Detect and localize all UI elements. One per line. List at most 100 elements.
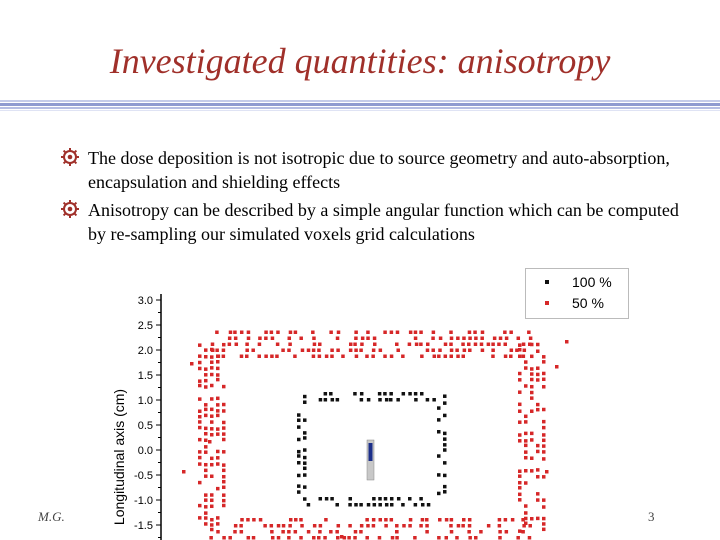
data-point-50pct [222, 402, 226, 407]
data-point-50pct [366, 330, 370, 334]
data-point-100pct [396, 497, 401, 501]
data-point-50pct [204, 474, 208, 478]
slide-number: 3 [648, 509, 655, 524]
data-point-50pct [210, 342, 215, 346]
data-point-50pct [420, 354, 424, 358]
data-point-50pct [360, 336, 365, 340]
data-point-50pct [462, 348, 467, 352]
data-point-50pct [378, 518, 383, 522]
data-point-50pct [204, 438, 208, 442]
data-point-50pct [257, 354, 261, 358]
data-point-50pct [503, 518, 508, 522]
data-point-50pct [210, 366, 214, 370]
gear-bullet-icon [61, 200, 79, 218]
y-tick-label: 2.5 [138, 320, 153, 332]
data-point-50pct [480, 348, 485, 352]
data-point-50pct [222, 437, 226, 442]
data-point-50pct [281, 348, 285, 352]
data-point-50pct [530, 396, 534, 400]
data-point-50pct [384, 518, 388, 522]
data-point-50pct [182, 470, 186, 474]
data-point-50pct [198, 450, 202, 454]
data-point-50pct [449, 330, 453, 334]
data-point-50pct [342, 536, 347, 540]
data-point-50pct [216, 516, 220, 520]
data-point-50pct [221, 354, 226, 358]
data-point-100pct [389, 497, 394, 501]
data-point-50pct [371, 518, 376, 522]
data-point-50pct [518, 354, 522, 359]
data-point-50pct [467, 524, 472, 528]
data-point-50pct [518, 486, 522, 490]
data-point-50pct [455, 348, 459, 352]
data-point-50pct [281, 530, 285, 534]
y-tick-label: 1.5 [138, 370, 153, 382]
data-point-50pct [498, 530, 502, 534]
data-point-50pct [198, 437, 202, 442]
data-point-50pct [216, 377, 220, 382]
data-point-50pct [222, 503, 226, 508]
data-point-50pct [419, 330, 423, 334]
data-point-50pct [530, 469, 534, 473]
data-point-50pct [329, 530, 333, 534]
data-point-50pct [240, 518, 244, 522]
data-point-50pct [210, 493, 214, 497]
data-point-50pct [462, 336, 466, 340]
data-point-50pct [222, 536, 226, 540]
data-point-100pct [297, 490, 301, 494]
data-point-50pct [522, 524, 526, 528]
data-point-50pct [227, 336, 232, 340]
data-point-50pct [275, 342, 280, 346]
data-point-50pct [198, 366, 202, 371]
bullet-list: The dose deposition is not isotropic due… [60, 146, 680, 250]
data-point-50pct [467, 330, 472, 334]
data-point-50pct [258, 518, 263, 522]
data-point-50pct [288, 518, 293, 522]
data-point-50pct [437, 354, 441, 358]
data-point-50pct [222, 409, 226, 413]
data-point-50pct [294, 518, 298, 522]
data-point-50pct [227, 342, 232, 346]
data-point-50pct [542, 360, 546, 364]
data-point-50pct [530, 372, 534, 376]
data-point-50pct [208, 440, 212, 444]
legend-marker-red [545, 301, 549, 305]
data-point-50pct [491, 354, 495, 358]
data-point-50pct [204, 403, 208, 407]
legend-item-50: 50 % [526, 293, 628, 313]
data-point-50pct [408, 524, 412, 528]
data-point-50pct [270, 336, 275, 340]
data-point-50pct [210, 518, 214, 522]
gear-bullet-icon [61, 148, 79, 166]
data-point-50pct [198, 409, 202, 413]
data-point-50pct [317, 354, 322, 358]
data-point-100pct [323, 398, 328, 402]
data-point-100pct [329, 392, 333, 396]
data-point-50pct [530, 456, 534, 460]
data-point-50pct [257, 342, 262, 346]
data-point-50pct [474, 536, 478, 540]
data-point-100pct [437, 491, 441, 496]
data-point-50pct [275, 354, 279, 358]
data-point-100pct [443, 448, 447, 452]
data-point-50pct [515, 348, 519, 352]
data-point-50pct [420, 518, 425, 522]
data-point-50pct [216, 409, 220, 413]
source-core [368, 443, 373, 461]
data-point-50pct [222, 474, 226, 479]
data-point-50pct [395, 530, 399, 534]
data-point-50pct [503, 330, 507, 334]
data-point-50pct [347, 536, 351, 540]
data-point-50pct [449, 530, 454, 534]
data-point-50pct [222, 468, 226, 473]
data-point-50pct [216, 522, 220, 526]
data-point-50pct [456, 524, 461, 528]
data-point-50pct [359, 348, 363, 352]
data-point-50pct [246, 518, 250, 522]
data-point-50pct [524, 504, 528, 508]
data-point-50pct [198, 383, 202, 388]
data-point-50pct [498, 336, 503, 340]
data-point-50pct [216, 396, 220, 401]
data-point-50pct [419, 342, 423, 346]
data-point-50pct [425, 524, 429, 528]
